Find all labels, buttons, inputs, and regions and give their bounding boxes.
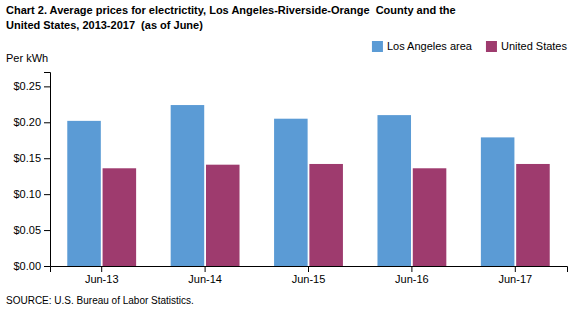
bar [274, 119, 308, 266]
bar [413, 168, 447, 266]
bar [309, 164, 343, 266]
legend-label: United States [501, 40, 568, 52]
tick-mark [44, 122, 50, 123]
y-tick: $0.15 [13, 152, 50, 164]
bar [171, 105, 205, 266]
y-tick: $0.05 [13, 224, 50, 236]
bar-series [103, 164, 550, 266]
tick-mark [205, 266, 206, 272]
tick-label: $0.00 [13, 260, 41, 272]
axis-line [51, 267, 568, 273]
bar [481, 137, 515, 266]
tick-label: Jun-16 [395, 273, 429, 285]
tick-mark [411, 266, 412, 272]
bar [67, 121, 101, 266]
tick-mark [101, 266, 102, 272]
tick-label: Jun-13 [85, 273, 119, 285]
y-axis: $0.00 $0.05 $0.10 $0.15 $0.20 $0.25 [13, 73, 50, 273]
tick-mark [44, 158, 50, 159]
y-tick: $0.00 [13, 260, 50, 272]
title: Chart 2. Average prices for electrictity… [6, 4, 456, 16]
tick-mark [44, 194, 50, 195]
bar [206, 165, 240, 266]
tick-label: $0.10 [13, 188, 41, 200]
tick-mark [308, 266, 309, 272]
legend-swatch [486, 41, 497, 52]
tick-label: $0.15 [13, 152, 41, 164]
bar-series [67, 105, 514, 266]
legend: Los Angeles area United States [372, 40, 568, 52]
x-axis: Jun-13 Jun-14 Jun-15 Jun-16 Jun-17 [51, 266, 568, 285]
bars [67, 105, 549, 266]
legend-label: Los Angeles area [387, 40, 473, 52]
tick-label: $0.20 [13, 116, 41, 128]
bar [516, 164, 550, 266]
axis-line [44, 73, 51, 267]
tick-label: Jun-14 [188, 273, 222, 285]
y-tick: $0.10 [13, 188, 50, 200]
x-tick: Jun-13 [85, 266, 119, 285]
y-axis-label: Per kWh [6, 52, 48, 64]
bar [377, 115, 411, 266]
legend-item: United States [486, 40, 568, 52]
tick-mark [515, 266, 516, 272]
tick-label: Jun-17 [498, 273, 532, 285]
bar [103, 168, 137, 266]
tick-label: $0.25 [13, 80, 41, 92]
legend-item: Los Angeles area [372, 40, 473, 52]
y-tick: $0.20 [13, 116, 50, 128]
x-tick: Jun-14 [188, 266, 222, 285]
chart: Chart 2. Average prices for electrictity… [0, 0, 579, 310]
x-tick: Jun-16 [395, 266, 429, 285]
legend-swatch [372, 41, 383, 52]
tick-mark [44, 230, 50, 231]
plot: $0.00$0.05$0.10$0.15$0.20$0.25Jun-13Jun-… [13, 73, 567, 285]
x-tick: Jun-17 [498, 266, 532, 285]
source: SOURCE: U.S. Bureau of Labor Statistics. [6, 295, 194, 306]
tick-mark [44, 86, 50, 87]
tick-label: Jun-15 [292, 273, 326, 285]
tick-mark [44, 266, 50, 267]
y-tick: $0.25 [13, 80, 50, 92]
subtitle: United States, 2013-2017 (as of June) [6, 19, 203, 31]
tick-label: $0.05 [13, 224, 41, 236]
x-tick: Jun-15 [292, 266, 326, 285]
